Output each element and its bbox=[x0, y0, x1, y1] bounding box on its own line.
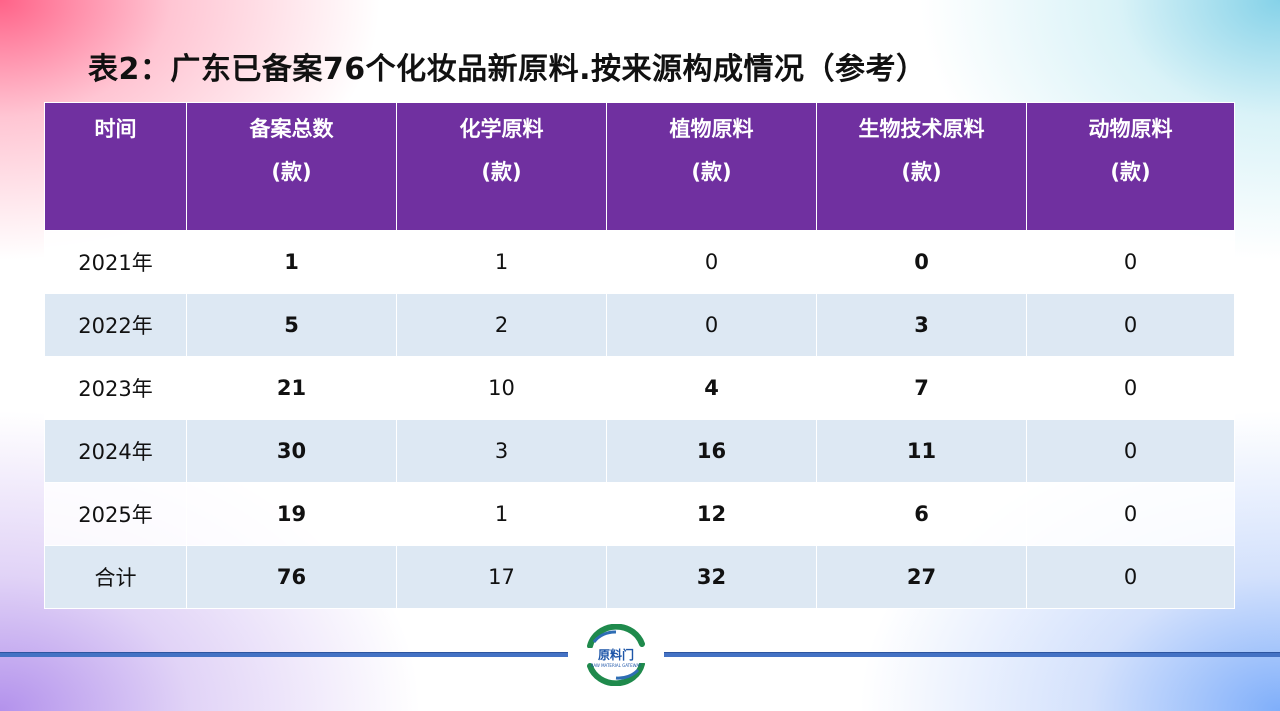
table-header-row: 时间 备案总数 (款) 化学原料 (款) 植物原料 (款) 生物技术原料 (款) 动物原… bbox=[44, 102, 1235, 231]
header-animal: 动物原料 (款) bbox=[1026, 102, 1235, 231]
table-row: 2022年 5 2 0 3 0 bbox=[44, 293, 1235, 357]
cell-chemical: 17 bbox=[396, 545, 607, 609]
slide-title: 表2：广东已备案76个化妆品新原料.按来源构成情况（参考） bbox=[88, 52, 927, 87]
cell-biotech: 27 bbox=[816, 545, 1027, 609]
cell-biotech: 11 bbox=[816, 419, 1027, 483]
cell-total: 30 bbox=[186, 419, 397, 483]
header-chemical: 化学原料 (款) bbox=[396, 102, 607, 231]
cell-period: 2025年 bbox=[44, 482, 187, 546]
cell-period: 2024年 bbox=[44, 419, 187, 483]
cell-total: 5 bbox=[186, 293, 397, 357]
cell-biotech: 6 bbox=[816, 482, 1027, 546]
cell-animal: 0 bbox=[1026, 545, 1235, 609]
cell-chemical: 3 bbox=[396, 419, 607, 483]
header-total-count: 备案总数 (款) bbox=[186, 102, 397, 231]
cell-animal: 0 bbox=[1026, 293, 1235, 357]
footer-divider-right bbox=[664, 652, 1280, 657]
cell-plant: 32 bbox=[606, 545, 817, 609]
cell-period: 2022年 bbox=[44, 293, 187, 357]
cell-chemical: 1 bbox=[396, 482, 607, 546]
cell-plant: 12 bbox=[606, 482, 817, 546]
cell-period: 2021年 bbox=[44, 230, 187, 294]
table-row: 2025年 19 1 12 6 0 bbox=[44, 482, 1235, 546]
cell-total: 76 bbox=[186, 545, 397, 609]
header-biotech: 生物技术原料 (款) bbox=[816, 102, 1027, 231]
cell-total: 1 bbox=[186, 230, 397, 294]
logo-subtitle: RAW MATERIAL GATEWAY bbox=[591, 663, 642, 668]
table-row: 2024年 30 3 16 11 0 bbox=[44, 419, 1235, 483]
raw-material-gateway-logo: 原料门 RAW MATERIAL GATEWAY bbox=[584, 624, 648, 686]
logo-text: 原料门 bbox=[598, 647, 634, 662]
cell-period: 2023年 bbox=[44, 356, 187, 420]
table-row: 2023年 21 10 4 7 0 bbox=[44, 356, 1235, 420]
cell-animal: 0 bbox=[1026, 356, 1235, 420]
cell-plant: 0 bbox=[606, 293, 817, 357]
cell-chemical: 1 bbox=[396, 230, 607, 294]
cell-biotech: 0 bbox=[816, 230, 1027, 294]
cell-chemical: 2 bbox=[396, 293, 607, 357]
footer-divider-left bbox=[0, 652, 568, 657]
header-time: 时间 bbox=[44, 102, 187, 231]
cell-animal: 0 bbox=[1026, 230, 1235, 294]
cell-total: 19 bbox=[186, 482, 397, 546]
source-composition-table: 时间 备案总数 (款) 化学原料 (款) 植物原料 (款) 生物技术原料 (款) 动物原… bbox=[44, 102, 1235, 609]
cell-biotech: 3 bbox=[816, 293, 1027, 357]
cell-chemical: 10 bbox=[396, 356, 607, 420]
table-row: 2021年 1 1 0 0 0 bbox=[44, 230, 1235, 294]
cell-plant: 16 bbox=[606, 419, 817, 483]
cell-period: 合计 bbox=[44, 545, 187, 609]
cell-animal: 0 bbox=[1026, 482, 1235, 546]
table-row-total: 合计 76 17 32 27 0 bbox=[44, 545, 1235, 609]
cell-total: 21 bbox=[186, 356, 397, 420]
cell-plant: 4 bbox=[606, 356, 817, 420]
cell-biotech: 7 bbox=[816, 356, 1027, 420]
cell-plant: 0 bbox=[606, 230, 817, 294]
cell-animal: 0 bbox=[1026, 419, 1235, 483]
header-plant: 植物原料 (款) bbox=[606, 102, 817, 231]
